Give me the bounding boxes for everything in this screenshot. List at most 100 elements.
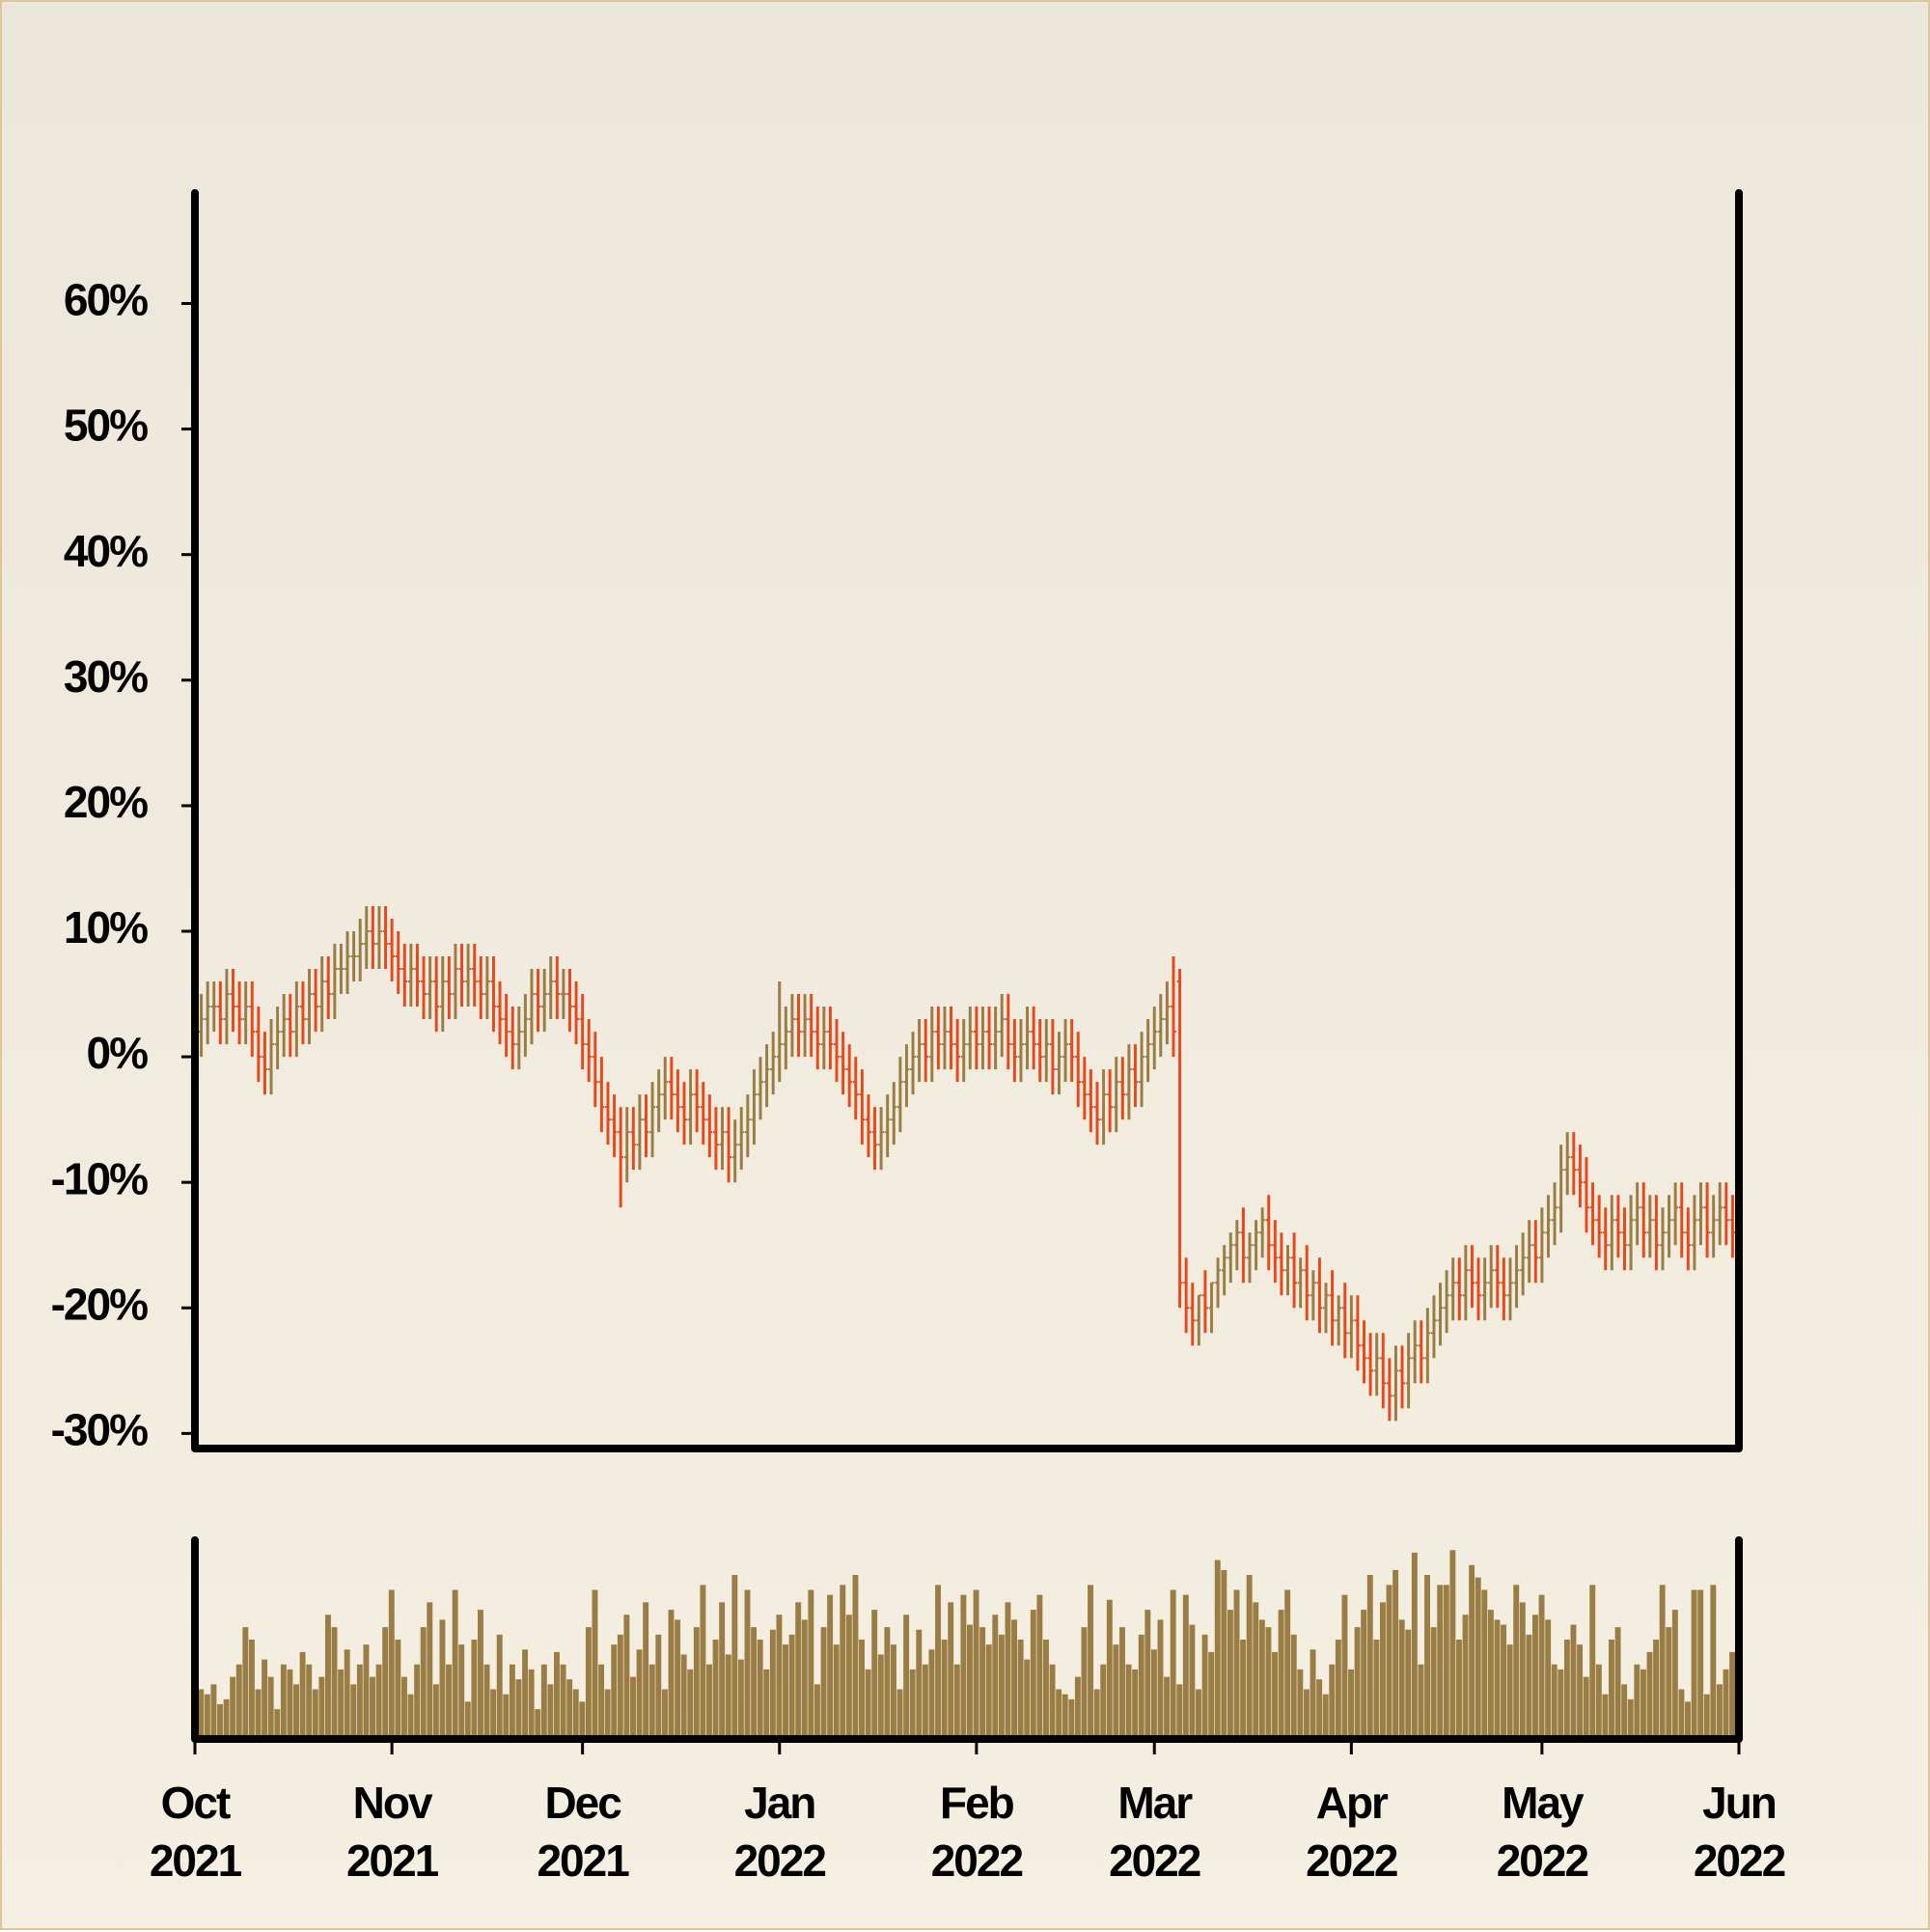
- volume-bar: [1348, 1669, 1354, 1739]
- volume-bar: [274, 1709, 281, 1739]
- volume-bar: [935, 1585, 942, 1739]
- volume-bar: [1379, 1602, 1386, 1739]
- x-tick-label: Dec 2021: [537, 1778, 629, 1886]
- volume-bar: [572, 1689, 579, 1739]
- volume-bar: [1475, 1577, 1481, 1739]
- volume-bar: [985, 1644, 992, 1739]
- volume-bar: [1392, 1569, 1399, 1739]
- volume-bar: [204, 1694, 210, 1739]
- volume-bar: [1519, 1602, 1526, 1739]
- volume-bar: [1106, 1599, 1113, 1739]
- volume-bar: [1196, 1689, 1201, 1739]
- volume-bar: [1164, 1676, 1171, 1739]
- volume-bar: [979, 1627, 986, 1739]
- volume-bar: [1062, 1694, 1068, 1739]
- volume-bar: [992, 1615, 999, 1739]
- volume-bar: [478, 1610, 483, 1739]
- volume-bar: [262, 1659, 268, 1739]
- volume-bar: [1570, 1624, 1577, 1739]
- volume-bar: [1532, 1615, 1538, 1739]
- volume-bar: [1487, 1610, 1494, 1739]
- volume-bar: [636, 1649, 643, 1739]
- volume-bar: [1411, 1552, 1418, 1739]
- volume-bar: [1246, 1575, 1253, 1739]
- volume-bar: [490, 1689, 497, 1739]
- volume-bar: [1437, 1585, 1444, 1739]
- volume-bar: [776, 1615, 783, 1739]
- volume-bar: [960, 1594, 967, 1739]
- volume-bar: [712, 1640, 719, 1739]
- volume-bar: [884, 1627, 891, 1739]
- volume-bar: [655, 1634, 662, 1739]
- volume-bar: [1595, 1664, 1602, 1739]
- volume-bar: [1424, 1575, 1430, 1739]
- volume-bar: [751, 1627, 758, 1739]
- volume-bar: [820, 1627, 827, 1739]
- volume-bar: [1691, 1589, 1697, 1739]
- volume-bar: [1303, 1689, 1310, 1739]
- volume-bar: [503, 1694, 510, 1739]
- volume-bar: [675, 1619, 681, 1739]
- volume-bar: [1227, 1610, 1233, 1739]
- volume-bar: [217, 1703, 223, 1739]
- volume-bar: [350, 1684, 357, 1739]
- volume-bar: [255, 1689, 262, 1739]
- volume-bar: [1258, 1619, 1265, 1739]
- volume-bar: [840, 1585, 846, 1739]
- volume-bar: [1710, 1585, 1717, 1739]
- volume-bar: [795, 1602, 802, 1739]
- x-tick-label: Nov 2021: [345, 1778, 439, 1886]
- y-tick-label: 0%: [87, 1028, 149, 1078]
- volume-bar: [706, 1664, 712, 1739]
- volume-bar: [287, 1669, 293, 1739]
- volume-bar: [1398, 1619, 1405, 1739]
- volume-bar: [356, 1664, 363, 1739]
- volume-bar: [1233, 1589, 1240, 1739]
- volume-bar: [661, 1689, 668, 1739]
- volume-bar: [1659, 1585, 1666, 1739]
- x-tick-label: Apr 2022: [1306, 1778, 1398, 1886]
- volume-bar: [375, 1664, 382, 1739]
- volume-bar: [1501, 1624, 1507, 1739]
- volume-bar: [1214, 1559, 1221, 1739]
- volume-bar: [611, 1644, 618, 1739]
- y-tick-label: -30%: [51, 1405, 148, 1455]
- volume-bar: [687, 1669, 694, 1739]
- volume-bar: [1634, 1664, 1640, 1739]
- volume-bar: [547, 1684, 554, 1739]
- x-tick-label: May 2022: [1496, 1778, 1589, 1886]
- volume-bar: [1036, 1594, 1043, 1739]
- y-tick-label: -10%: [51, 1153, 148, 1203]
- volume-bar: [1125, 1664, 1132, 1739]
- volume-bar: [306, 1664, 313, 1739]
- volume-bar: [680, 1654, 687, 1739]
- volume-bar: [941, 1640, 948, 1739]
- volume-bar: [1697, 1589, 1704, 1739]
- y-tick-label: 60%: [64, 275, 148, 325]
- y-tick-label: 10%: [64, 902, 148, 952]
- volume-bar: [1653, 1640, 1660, 1739]
- volume-bar: [1703, 1694, 1710, 1739]
- volume-bar: [1081, 1627, 1088, 1739]
- volume-bar: [1017, 1640, 1024, 1739]
- volume-bar: [808, 1589, 814, 1739]
- volume-bar: [598, 1664, 605, 1739]
- volume-bar: [395, 1640, 401, 1739]
- volume-bar: [630, 1676, 636, 1739]
- x-tick-label: Jan 2022: [733, 1778, 827, 1886]
- volume-bar: [592, 1589, 598, 1739]
- volume-bar: [1093, 1689, 1100, 1739]
- y-tick-label: 40%: [64, 526, 148, 576]
- volume-bar: [1024, 1659, 1031, 1739]
- volume-bar: [769, 1629, 776, 1739]
- volume-bar: [1455, 1640, 1462, 1739]
- volume-bar: [833, 1644, 840, 1739]
- volume-bar: [388, 1589, 395, 1739]
- volume-bar: [890, 1644, 896, 1739]
- volume-bar: [909, 1669, 916, 1739]
- volume-bar: [737, 1659, 744, 1739]
- volume-bar: [719, 1602, 726, 1739]
- volume-bar: [414, 1664, 421, 1739]
